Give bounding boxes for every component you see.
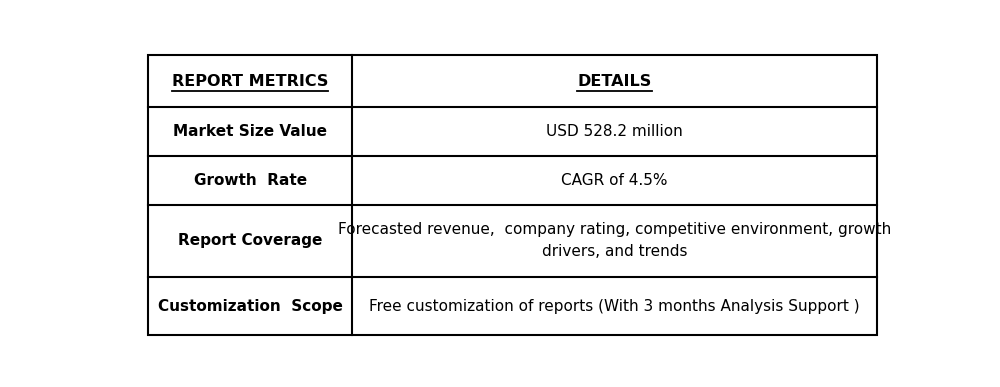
Text: Growth  Rate: Growth Rate [194, 173, 307, 188]
Text: USD 528.2 million: USD 528.2 million [546, 124, 683, 139]
Text: Customization  Scope: Customization Scope [158, 298, 343, 313]
Text: CAGR of 4.5%: CAGR of 4.5% [561, 173, 668, 188]
Text: Free customization of reports (With 3 months Analysis Support ): Free customization of reports (With 3 mo… [369, 298, 860, 313]
Text: Report Coverage: Report Coverage [178, 233, 322, 248]
Text: REPORT METRICS: REPORT METRICS [172, 74, 328, 89]
Text: DETAILS: DETAILS [577, 74, 652, 89]
Text: Market Size Value: Market Size Value [173, 124, 327, 139]
Text: Forecasted revenue,  company rating, competitive environment, growth
drivers, an: Forecasted revenue, company rating, comp… [338, 222, 891, 260]
